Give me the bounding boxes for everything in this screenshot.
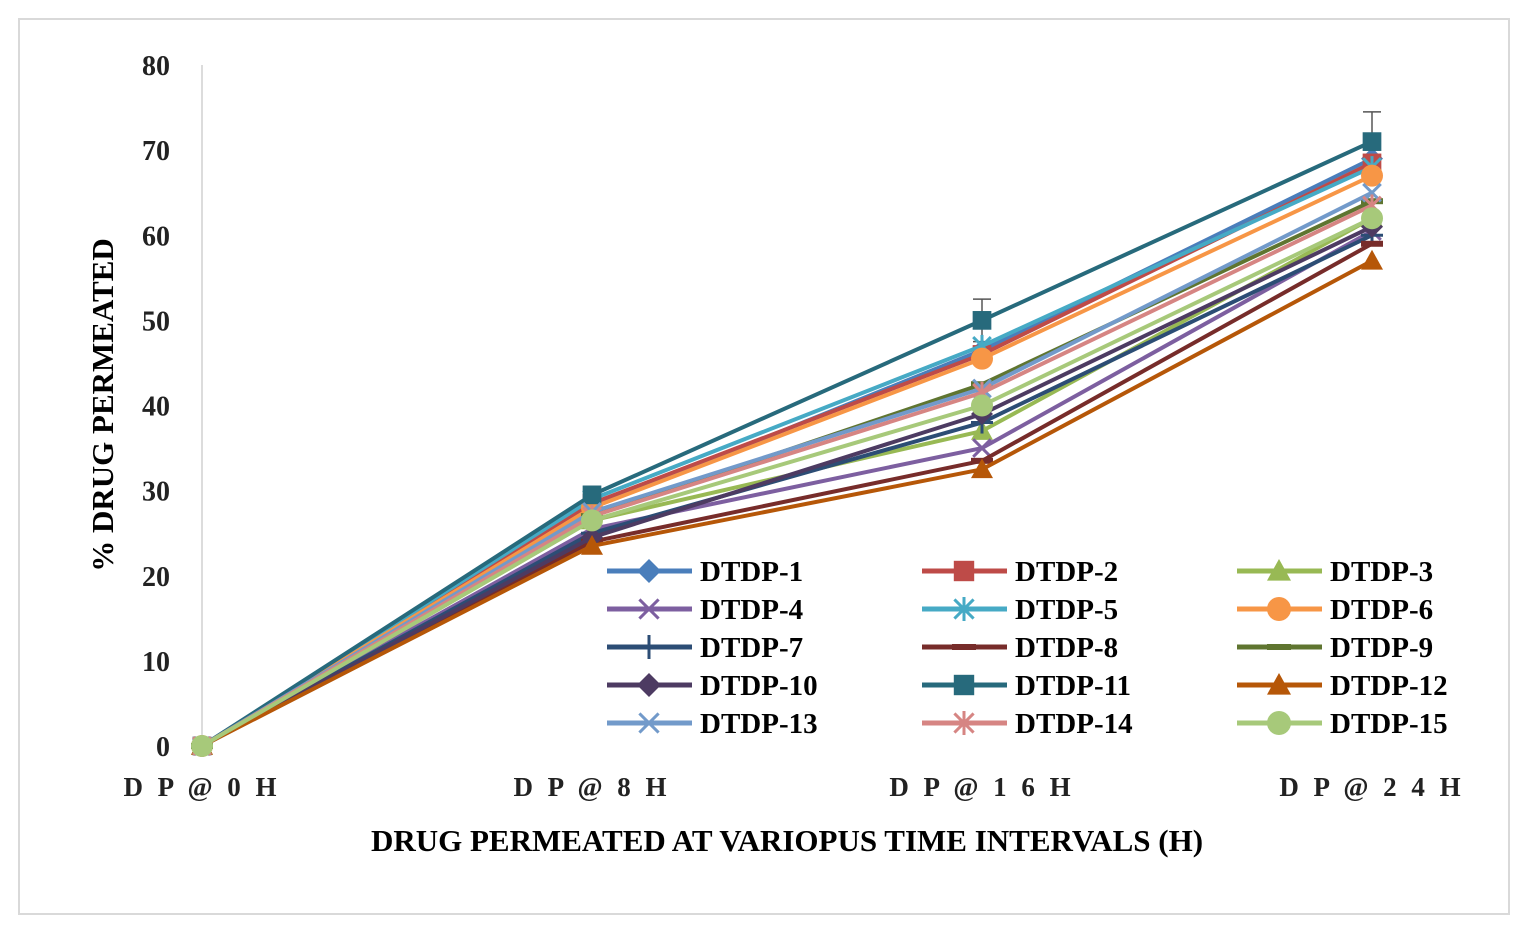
legend-label: DTDP-7 xyxy=(700,632,803,664)
triangle-marker xyxy=(1361,249,1383,270)
circle-marker xyxy=(971,347,993,370)
series-dtdp-6 xyxy=(191,164,1383,757)
square-marker xyxy=(953,674,975,696)
asterisk-marker xyxy=(953,711,975,735)
legend-item: DTDP-10 xyxy=(607,670,818,702)
legend-item: DTDP-1 xyxy=(607,556,803,588)
series-line xyxy=(201,229,1373,748)
series-dtdp-9 xyxy=(191,198,1383,749)
y-tick-label: 0 xyxy=(156,732,170,763)
legend-label: DTDP-3 xyxy=(1330,556,1433,588)
y-tick-label: 20 xyxy=(142,562,170,593)
legend-item: DTDP-5 xyxy=(922,594,1118,626)
x-tick-label: D P @ 2 4 H xyxy=(1279,772,1464,802)
legend-label: DTDP-8 xyxy=(1015,632,1118,664)
axes: 0 10 20 30 40 50 60 70 80 D P @ 0 H D P @ 8 H D P @… xyxy=(123,51,1464,802)
legend-item: DTDP-4 xyxy=(607,594,803,626)
circle-marker xyxy=(971,394,993,417)
circle-marker xyxy=(581,509,603,532)
series-dtdp-15 xyxy=(191,207,1383,757)
series-line xyxy=(200,139,1373,748)
legend-item: DTDP-14 xyxy=(922,708,1133,740)
square-marker xyxy=(972,311,992,330)
series-dtdp-11 xyxy=(192,132,1382,756)
series-line xyxy=(201,224,1373,748)
legend-label: DTDP-10 xyxy=(700,670,818,702)
legend-label: DTDP-14 xyxy=(1015,708,1133,740)
circle-marker xyxy=(1361,207,1383,230)
y-tick-label: 40 xyxy=(142,392,170,423)
x-marker xyxy=(638,712,660,734)
triangle-marker xyxy=(581,534,603,555)
legend-label: DTDP-5 xyxy=(1015,594,1118,626)
triangle-marker xyxy=(971,458,993,479)
legend-item: DTDP-13 xyxy=(607,708,818,740)
x-marker xyxy=(972,438,992,458)
y-tick-label: 60 xyxy=(142,221,170,252)
y-tick-label: 50 xyxy=(142,306,170,337)
legend-item: DTDP-11 xyxy=(922,670,1131,702)
diamond-marker xyxy=(637,673,661,697)
y-tick-label: 30 xyxy=(142,477,170,508)
legend-label: DTDP-15 xyxy=(1330,708,1448,740)
legend-item: DTDP-8 xyxy=(922,632,1118,664)
diamond-marker xyxy=(637,559,661,583)
legend-item: DTDP-7 xyxy=(607,632,803,664)
legend-item: DTDP-12 xyxy=(1237,670,1448,702)
x-tick-label: D P @ 1 6 H xyxy=(889,772,1074,802)
legend-label: DTDP-9 xyxy=(1330,632,1433,664)
asterisk-marker xyxy=(953,597,975,621)
series-line xyxy=(200,216,1373,748)
dash-marker xyxy=(1361,240,1383,247)
legend-item: DTDP-3 xyxy=(1237,556,1433,588)
legend-item: DTDP-2 xyxy=(922,556,1118,588)
y-tick-label: 70 xyxy=(142,136,170,167)
legend-item: DTDP-6 xyxy=(1237,594,1433,626)
circle-marker xyxy=(1267,711,1291,735)
legend-label: DTDP-13 xyxy=(700,708,818,740)
legend-label: DTDP-6 xyxy=(1330,594,1433,626)
circle-marker xyxy=(1361,164,1383,187)
series-dtdp-1 xyxy=(191,147,1383,757)
dash-marker xyxy=(1267,644,1291,650)
square-marker xyxy=(953,560,975,582)
legend-label: DTDP-4 xyxy=(700,594,803,626)
x-marker xyxy=(638,598,660,620)
legend-item: DTDP-15 xyxy=(1237,708,1448,740)
circle-marker xyxy=(191,735,213,757)
dash-marker xyxy=(952,644,976,650)
legend: DTDP-1 DTDP-2 DTDP-3 DTDP-4 DTDP-5 DTDP-6 DTDP… xyxy=(607,556,1448,740)
legend-label: DTDP-2 xyxy=(1015,556,1118,588)
triangle-marker xyxy=(1267,559,1291,581)
series-line xyxy=(201,259,1373,748)
square-marker xyxy=(582,485,602,505)
chart-frame xyxy=(18,18,1510,915)
plus-marker xyxy=(637,635,661,659)
series-layer xyxy=(191,111,1383,757)
circle-marker xyxy=(1267,597,1291,621)
y-tick-label: 10 xyxy=(142,647,170,678)
square-marker xyxy=(1362,132,1382,151)
legend-label: DTDP-11 xyxy=(1015,670,1131,702)
series-line xyxy=(200,216,1373,748)
x-axis-label: DRUG PERMEATED AT VARIOPUS TIME INTERVAL… xyxy=(371,823,1203,858)
triangle-marker xyxy=(1267,673,1291,695)
series-dtdp-5 xyxy=(192,156,1382,757)
legend-label: DTDP-12 xyxy=(1330,670,1448,702)
x-tick-label: D P @ 8 H xyxy=(513,772,670,802)
legend-item: DTDP-9 xyxy=(1237,632,1433,664)
x-tick-label: D P @ 0 H xyxy=(123,772,280,802)
legend-label: DTDP-1 xyxy=(700,556,803,588)
y-axis-label: % DRUG PERMEATED xyxy=(85,238,120,572)
y-tick-label: 80 xyxy=(142,51,170,82)
